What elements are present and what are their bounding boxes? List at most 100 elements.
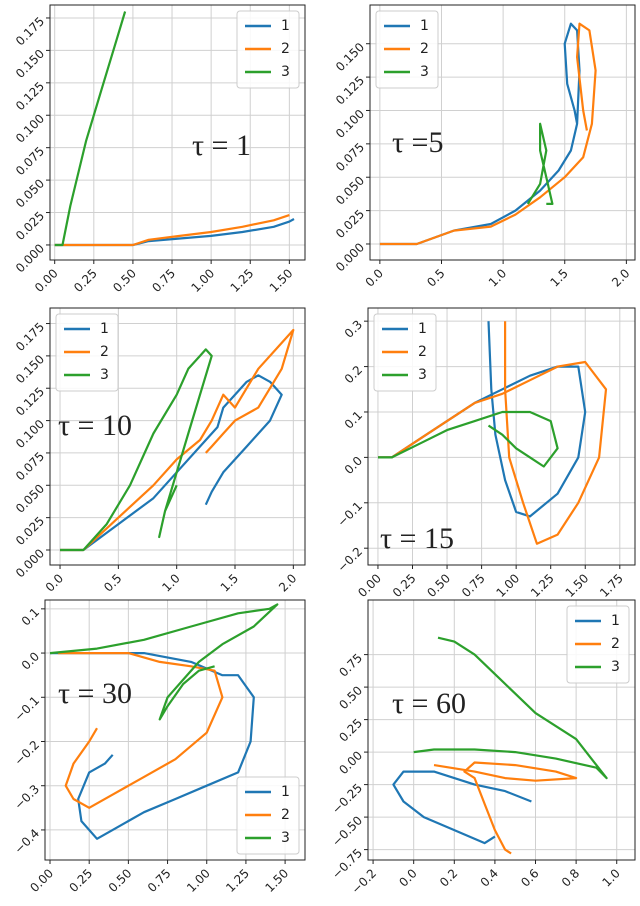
x-tick-label: −0.2 [349, 866, 380, 897]
y-tick-label: 0.075 [13, 449, 47, 483]
x-tick-label: 0.5 [101, 571, 124, 594]
y-tick-label: 0.75 [336, 651, 365, 680]
legend-label: 3 [611, 659, 620, 675]
plot-frame [49, 4, 306, 261]
y-tick-label: 0.050 [13, 482, 47, 516]
x-tick-label: 0.00 [32, 266, 61, 295]
y-tick-label: 0.100 [333, 107, 367, 141]
x-tick-label: 0.75 [459, 571, 488, 600]
plot-frame [49, 307, 306, 566]
y-tick-label: 0.100 [13, 111, 47, 145]
y-tick-label: 0.025 [333, 207, 367, 241]
y-tick-label: 0.000 [13, 546, 47, 580]
legend: 1 2 3 [236, 776, 300, 855]
x-tick-label: 1.50 [563, 571, 592, 600]
legend: 1 2 3 [236, 10, 300, 89]
x-tick-label: 0.50 [106, 866, 135, 895]
x-tick-label: 1.00 [188, 266, 217, 295]
x-tick-label: 0.8 [559, 866, 582, 889]
y-tick-label: 0.025 [13, 514, 47, 548]
x-tick-label: 2.0 [609, 266, 632, 289]
series-line [392, 770, 532, 845]
y-tick-label: 0.150 [13, 352, 47, 386]
y-tick-label: 0.050 [333, 173, 367, 207]
legend-label: 1 [420, 18, 429, 34]
series-line [54, 214, 290, 247]
y-tick-label: 0.3 [342, 317, 365, 340]
x-tick-label: 0.4 [478, 866, 501, 889]
series-line [49, 603, 279, 721]
x-tick-label: 0.0 [43, 571, 66, 594]
x-tick-label: 0.0 [396, 866, 419, 889]
y-tick-label: 0.000 [333, 240, 367, 274]
x-tick-label: 1.00 [493, 571, 522, 600]
series-line [379, 22, 597, 246]
x-tick-label: 1.0 [599, 866, 622, 889]
series-line [378, 410, 559, 468]
panel: −0.2 0.0 0.2 0.4 0.6 0.8 1.0−0.75−0.50−0.250.0… [329, 599, 636, 897]
legend-label: 3 [418, 367, 427, 383]
y-tick-label: 0.1 [342, 408, 365, 431]
legend: 1 2 3 [55, 313, 119, 392]
y-tick-label: 0.2 [342, 363, 365, 386]
y-tick-label: 0.50 [336, 683, 365, 712]
y-tick-label: 0.00 [336, 748, 365, 777]
series-line [433, 761, 578, 855]
x-tick-label: 0.25 [67, 866, 96, 895]
y-tick-label: 0.175 [13, 320, 47, 354]
x-tick-label: 1.0 [159, 571, 182, 594]
x-tick-label: 0.6 [518, 866, 541, 889]
x-tick-label: 0.25 [71, 266, 100, 295]
legend-label: 1 [418, 321, 427, 337]
legend-label: 2 [281, 41, 290, 57]
series-line [60, 374, 283, 552]
y-tick-label: 0.175 [13, 14, 47, 48]
legend: 1 2 3 [566, 605, 630, 684]
plot-frame [367, 599, 636, 861]
legend-label: 1 [281, 18, 290, 34]
legend-label: 3 [420, 64, 429, 80]
panel: 0.0 0.5 1.0 1.5 2.0 0.0000.0250.0500.0750.100… [13, 307, 306, 595]
legend-label: 1 [281, 784, 290, 800]
y-tick-label: 0.075 [333, 140, 367, 174]
x-tick-label: 1.5 [218, 571, 241, 594]
y-tick-label: 0.150 [333, 40, 367, 74]
y-tick-label: −0.2 [12, 738, 43, 769]
y-tick-label: −0.50 [329, 813, 365, 849]
y-tick-label: 0.125 [333, 73, 367, 107]
x-tick-label: 1.00 [184, 866, 213, 895]
legend-label: 1 [100, 321, 109, 337]
x-tick-label: 1.25 [228, 266, 257, 295]
series-line [413, 636, 608, 780]
y-tick-label: 0.0 [342, 454, 365, 477]
x-tick-label: 1.0 [486, 266, 509, 289]
legend-label: 1 [611, 613, 620, 629]
x-tick-label: 0.75 [145, 866, 174, 895]
x-tick-label: 0.5 [424, 266, 447, 289]
x-tick-label: 0.25 [390, 571, 419, 600]
series-line [60, 348, 213, 552]
series-line [57, 652, 224, 809]
legend-label: 2 [420, 41, 429, 57]
x-tick-label: 0.2 [437, 866, 460, 889]
series-line [60, 328, 295, 552]
legend-label: 2 [100, 344, 109, 360]
y-tick-label: 0.150 [13, 47, 47, 81]
x-tick-label: 0.00 [355, 571, 384, 600]
legend: 1 2 3 [375, 10, 439, 89]
y-tick-label: −0.1 [12, 694, 43, 725]
x-tick-label: 0.0 [363, 266, 386, 289]
y-tick-label: −0.2 [335, 544, 366, 575]
y-tick-label: 0.125 [13, 384, 47, 418]
legend: 1 2 3 [373, 313, 437, 392]
y-tick-label: 0.025 [13, 209, 47, 243]
series-line [378, 321, 608, 545]
annotation: τ = 1 [192, 129, 251, 162]
y-tick-label: 0.050 [13, 176, 47, 210]
annotation: τ = 15 [380, 522, 454, 555]
x-tick-label: 0.00 [27, 866, 56, 895]
annotation: τ = 60 [392, 687, 466, 720]
legend-label: 2 [418, 344, 427, 360]
annotation: τ = 30 [58, 677, 132, 710]
